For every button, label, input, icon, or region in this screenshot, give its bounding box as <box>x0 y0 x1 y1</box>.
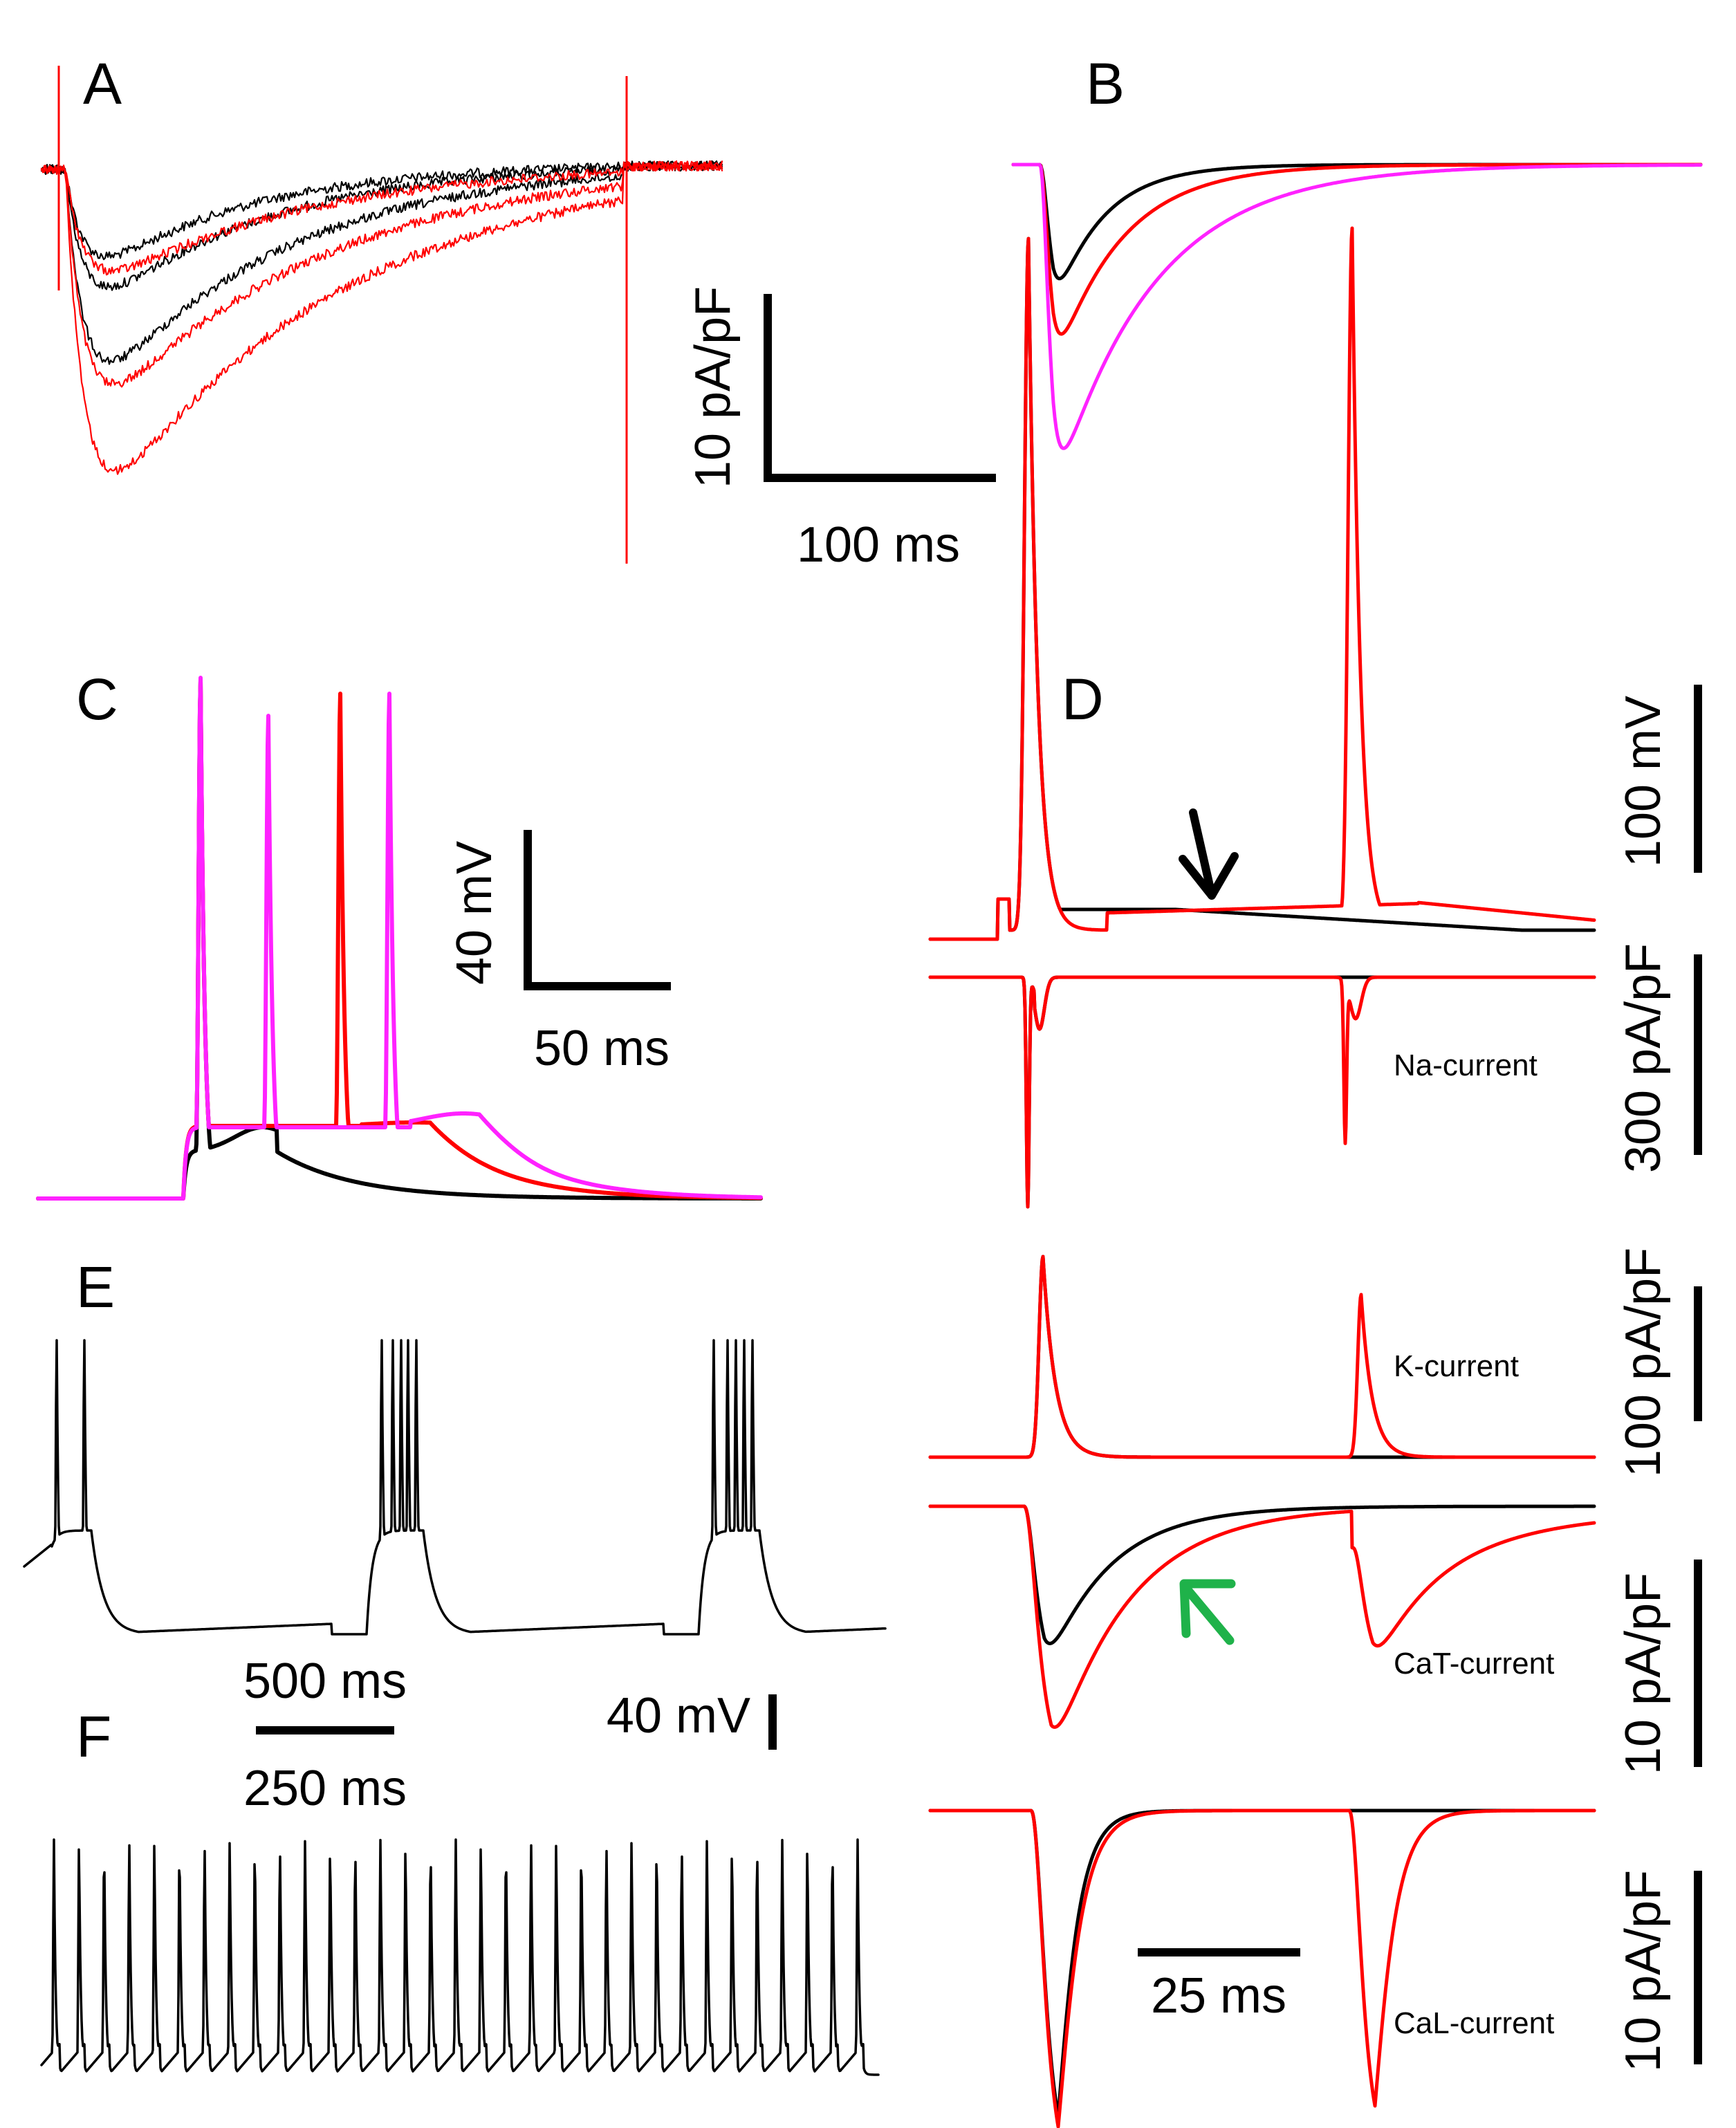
panel-e-traces <box>23 1339 887 1636</box>
panel-d-voltage-scalebar-label: 100 mV <box>1616 696 1671 867</box>
panel-b-trace-magenta <box>1011 163 1703 450</box>
panel-d-cat-red <box>928 1504 1596 1729</box>
panel-label-a: A <box>83 51 122 116</box>
panel-a-scalebar-x-label: 100 ms <box>797 517 960 573</box>
panel-a-trace-red-3 <box>40 160 723 475</box>
panel-d-cat-black <box>928 1504 1596 1645</box>
panel-b-traces <box>1011 163 1703 450</box>
panel-a-trace-black-2 <box>40 160 723 291</box>
panel-label-d: D <box>1062 667 1104 732</box>
panel-e-trace <box>23 1339 887 1636</box>
panel-e-scalebar-x-label: 500 ms <box>243 1654 407 1709</box>
panel-c-scalebar-y-label: 40 mV <box>447 841 502 985</box>
panel-label-e: E <box>76 1255 115 1320</box>
panel-d-cal-label: CaL-current <box>1394 2006 1554 2040</box>
panel-label-c: C <box>76 667 118 732</box>
panel-label-b: B <box>1086 51 1125 116</box>
panel-d-voltage-red <box>928 226 1596 941</box>
panel-d-cal-black <box>928 1808 1596 2118</box>
panel-d-na-red <box>928 975 1596 1209</box>
panel-f-scalebar-x-label: 250 ms <box>243 1761 407 1816</box>
panel-d-cal-red <box>928 1808 1596 2128</box>
panel-d-traces <box>928 226 1596 2128</box>
panel-d-time-scalebar-label: 25 ms <box>1151 1968 1286 2024</box>
black-arrow-icon <box>1179 808 1239 900</box>
panel-d-na-label: Na-current <box>1394 1048 1538 1082</box>
green-arrow-icon <box>1179 1579 1236 1645</box>
panel-d-cal-scalebar-label: 10 pA/pF <box>1616 1870 1671 2072</box>
panel-d-na-scalebar-label: 300 pA/pF <box>1616 943 1671 1173</box>
panel-c-trace-red <box>36 679 763 1201</box>
panel-a-scalebar-y-label: 10 pA/pF <box>685 286 741 488</box>
panel-b-trace-black <box>1011 163 1703 281</box>
panel-c-scalebar-x-label: 50 ms <box>534 1021 670 1076</box>
panel-d-k-red <box>928 1255 1596 1459</box>
panel-d-k-label: K-current <box>1394 1349 1519 1383</box>
panel-label-f: F <box>76 1704 111 1769</box>
panel-d-k-scalebar-label: 100 pA/pF <box>1616 1248 1671 1477</box>
panel-a-trace-black-3 <box>40 160 723 365</box>
panel-f-trace <box>40 1838 880 2076</box>
panel-e-scalebar-y-label: 40 mV <box>607 1688 750 1743</box>
panel-a-trace-black-1 <box>40 160 723 261</box>
panel-c-traces <box>36 676 763 1201</box>
panel-d-cat-label: CaT-current <box>1394 1647 1554 1681</box>
panel-a-trace-red-2 <box>40 160 723 388</box>
panel-a-trace-red-1 <box>40 160 723 276</box>
panel-d-cat-scalebar-label: 10 pA/pF <box>1616 1573 1671 1775</box>
panel-a-traces <box>40 66 723 564</box>
panel-f-traces <box>40 1838 880 2076</box>
panel-c-trace-magenta <box>36 676 763 1201</box>
panel-b-trace-red <box>1011 163 1703 336</box>
